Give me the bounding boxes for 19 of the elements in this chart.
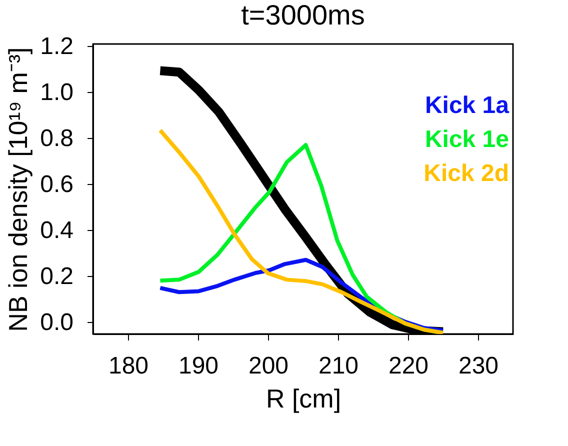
text: Kick 1a: [424, 92, 510, 119]
x-tick-label: 200: [248, 352, 289, 380]
y-tick-label: 1.0: [40, 78, 74, 106]
x-tick-label: 220: [388, 352, 429, 380]
x-tick-label: 210: [318, 352, 359, 380]
x-axis-title: R [cm]: [266, 384, 342, 414]
x-tick-label: 190: [178, 352, 219, 380]
x-tick-label: 180: [108, 352, 149, 380]
y-tick-label: 0.8: [40, 124, 74, 152]
x-tick-label: 230: [458, 352, 499, 380]
y-tick-label: 0.0: [40, 308, 74, 336]
y-tick-label: 0.2: [40, 262, 74, 290]
y-tick-label: 0.4: [40, 216, 74, 244]
y-axis-title: NB ion density [10¹⁹ m⁻³]: [3, 47, 34, 332]
y-tick-label: 1.2: [40, 32, 74, 60]
y-tick-label: 0.6: [40, 170, 74, 198]
chart-title: t=3000ms: [241, 0, 365, 30]
text: Kick 1e: [424, 126, 509, 153]
text: Kick 2d: [424, 160, 509, 187]
